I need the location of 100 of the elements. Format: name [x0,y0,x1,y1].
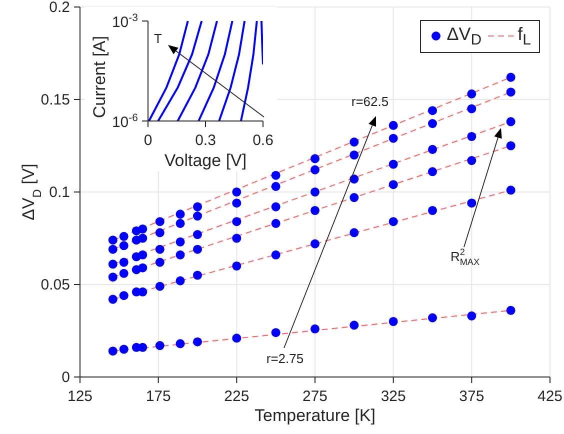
line-series [240,21,258,121]
point [192,337,202,346]
point [108,294,118,304]
point [310,165,320,174]
point [138,287,148,296]
point [192,212,202,221]
point [310,187,320,197]
x-tick-label: 425 [537,388,563,405]
y-tick-label: 0.2 [49,0,70,16]
point [467,89,476,98]
point [176,237,185,246]
y-axis-title: Current [A] [90,36,109,118]
annotation: r=62.5 [351,94,389,110]
x-axis-title: Voltage [V] [164,151,247,170]
point [506,88,516,97]
point [155,228,164,238]
x-tick-label: 0 [144,132,152,149]
point [232,234,242,243]
point [350,193,359,202]
point [310,154,320,164]
point [119,258,128,267]
point [388,217,398,226]
point [119,241,128,250]
x-tick-label: 275 [302,388,328,405]
point [138,263,148,272]
line-series [176,21,218,121]
x-axis-title: Temperature [K] [254,406,376,425]
annotation: T [154,31,162,46]
x-tick-label: 175 [146,388,171,405]
point [232,187,242,197]
point [428,144,438,154]
point [271,250,280,260]
point [506,186,516,195]
point [271,218,280,228]
point [506,141,516,150]
point [506,72,516,82]
point [388,134,398,143]
point [310,206,320,216]
point [310,324,320,334]
point [271,182,280,191]
point [388,160,398,169]
point [467,311,476,320]
point [108,272,118,282]
point [138,234,148,243]
point [108,236,118,245]
point [108,346,118,356]
x-tick-label: 0.3 [195,132,216,149]
legend-label: f$_{L}$ [518,24,531,49]
point [388,180,398,190]
point [155,217,164,226]
point [119,344,128,354]
point [388,120,398,130]
y-tick-label: 0 [62,369,70,386]
y-tick-label: 0.1 [49,184,70,201]
x-tick-label: 325 [380,388,406,405]
y-tick-label: 0.15 [40,92,70,108]
point [138,250,148,260]
point [108,244,118,254]
point [467,156,476,166]
line-series [218,21,246,121]
point [350,228,359,238]
point [310,239,320,248]
point [176,276,185,286]
point [467,132,476,142]
point [428,206,438,216]
y-tick-label: 0.05 [40,276,70,294]
point [119,268,128,278]
point [428,119,438,128]
point [271,202,280,212]
point [232,217,242,226]
point [467,198,476,208]
point [428,313,438,322]
point [155,258,164,267]
point [155,341,164,350]
point [176,210,185,219]
point [428,106,438,116]
x-tick-label: 0.6 [252,132,274,149]
point [350,150,359,160]
point [506,117,516,126]
point [138,224,148,234]
y-tick-label: 10$^{-3}$ [112,12,138,31]
point [428,167,438,176]
point [192,270,202,280]
point [108,260,118,269]
line-series [198,21,234,121]
point [192,202,202,212]
point [232,198,242,208]
point [192,244,202,254]
point [271,170,280,180]
point [350,138,359,147]
point [271,328,280,338]
point [506,306,516,315]
point [176,218,185,228]
point [232,261,242,271]
point [467,104,476,114]
point [232,334,242,343]
legend-label: ΔV$_{D}$ [446,24,482,49]
point [350,320,359,330]
point [192,230,202,240]
x-tick-label: 225 [224,388,250,405]
